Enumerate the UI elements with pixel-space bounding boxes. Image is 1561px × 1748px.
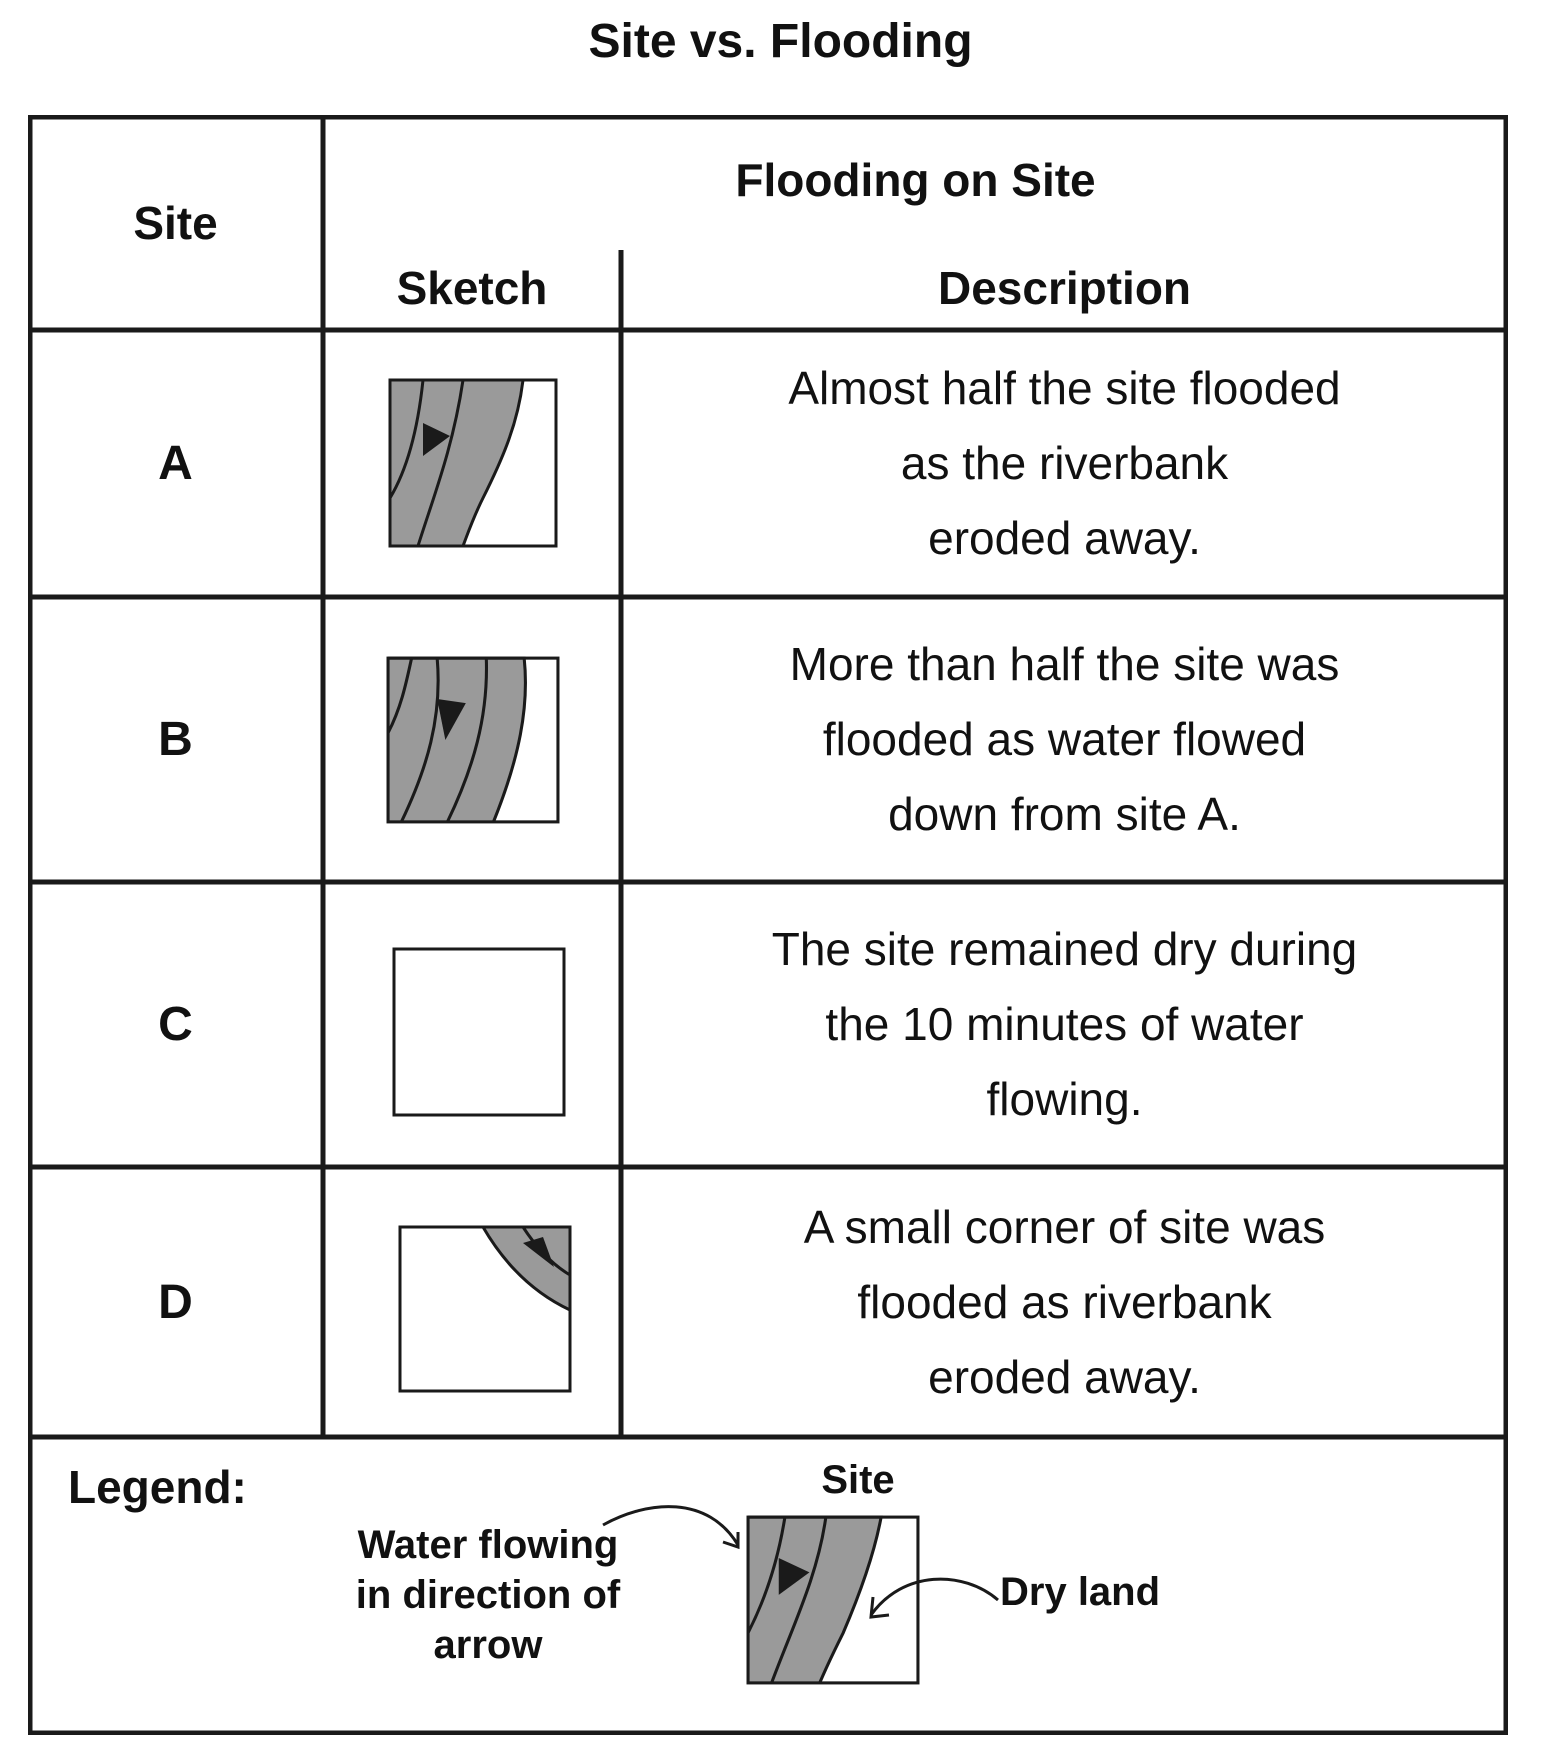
description-line: as the riverbank [900, 437, 1229, 489]
description-b: More than half the site was flooded as w… [621, 597, 1508, 882]
site-header: Site [133, 196, 218, 249]
legend-water-line: Water flowing [357, 1523, 619, 1567]
description-a: Almost half the site flooded as the rive… [621, 330, 1508, 597]
site-label-a: A [158, 437, 193, 490]
site-label-b: B [158, 713, 193, 766]
description-line: Almost half the site flooded [788, 362, 1341, 414]
water-pointer-arrow-icon [602, 1505, 740, 1550]
dry-site-icon [392, 947, 566, 1117]
legend-water-label: Water flowing in direction of arrow [318, 1520, 658, 1670]
description-header: Description [937, 261, 1192, 314]
table-grid [28, 115, 1508, 1735]
description-line: The site remained dry during [771, 923, 1358, 975]
description-line: More than half the site was [789, 638, 1340, 690]
description-line: down from site A. [888, 788, 1241, 840]
description-line: eroded away. [928, 1350, 1201, 1403]
legend-title: Legend: [68, 1461, 247, 1513]
dry-land-pointer-arrow-icon [869, 1577, 999, 1619]
legend-water-line: arrow [433, 1623, 543, 1667]
description-line: flowing. [986, 1073, 1143, 1125]
site-label-d: D [158, 1275, 193, 1329]
legend-dry-label: Dry land [1000, 1570, 1161, 1614]
description-line: eroded away. [928, 512, 1201, 564]
site-flooding-table: Site Flooding on Site Sketch Description… [28, 115, 1508, 1735]
description-d: A small corner of site was flooded as ri… [621, 1167, 1508, 1437]
flooding-header: Flooding on Site [735, 154, 1096, 206]
flood-half-icon [388, 378, 558, 548]
page-title: Site vs. Flooding [588, 15, 973, 68]
sketch-header: Sketch [396, 261, 548, 314]
legend-site-icon [746, 1515, 920, 1685]
legend-site-label: Site [821, 1458, 895, 1502]
legend-water-line: in direction of [355, 1573, 621, 1617]
description-c: The site remained dry during the 10 minu… [621, 882, 1508, 1167]
description-line: flooded as riverbank [857, 1275, 1272, 1328]
description-line: A small corner of site was [803, 1200, 1326, 1253]
flood-corner-icon [398, 1225, 572, 1393]
flood-more-half-icon [386, 656, 560, 824]
description-line: flooded as water flowed [822, 713, 1307, 765]
description-line: the 10 minutes of water [825, 998, 1304, 1050]
site-label-c: C [158, 998, 193, 1051]
